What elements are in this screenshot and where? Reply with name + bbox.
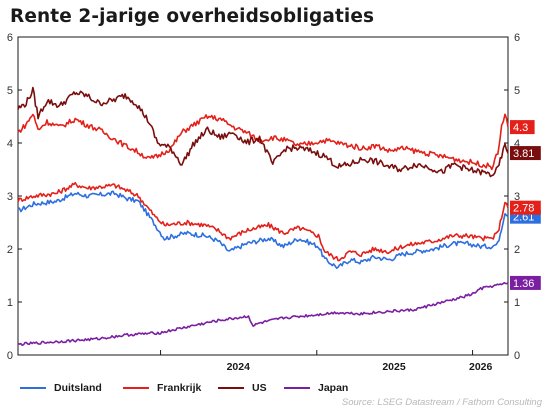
series-line-japan: [17, 281, 509, 347]
y-tick-label-left: 0: [7, 350, 13, 362]
end-label-text: 4.3: [513, 122, 528, 134]
series-line-duitsland: [17, 190, 509, 269]
y-tick-label-left: 6: [7, 32, 13, 44]
chart-title: Rente 2-jarige overheidsobligaties: [10, 6, 375, 27]
legend-swatch-japan: [284, 386, 310, 390]
y-tick-label-right: 2: [514, 244, 520, 256]
legend: Duitsland Frankrijk US Japan: [20, 381, 540, 395]
end-label-frankrijk: 2.78: [510, 200, 541, 215]
y-tick-label-left: 1: [7, 297, 13, 309]
end-label-japan: 1.36: [510, 275, 541, 290]
end-label-text: 3.81: [513, 148, 534, 160]
legend-label-japan: Japan: [318, 382, 349, 394]
y-tick-label-right: 5: [514, 85, 520, 97]
legend-swatch-frankrijk: [123, 386, 149, 390]
series-line-frankrijk: [17, 181, 509, 262]
legend-label-frankrijk: Frankrijk: [157, 382, 202, 394]
y-tick-label-right: 0: [514, 350, 520, 362]
y-tick-label-left: 5: [7, 85, 13, 97]
legend-swatch-us: [218, 386, 244, 390]
x-tick-label: 2024: [227, 361, 251, 373]
source-note: Source: LSEG Datastream / Fathom Consult…: [341, 397, 542, 408]
legend-label-duitsland: Duitsland: [54, 382, 102, 394]
end-label-text: 2.78: [513, 203, 534, 215]
end-label-box: [510, 275, 541, 290]
y-tick-label-left: 4: [7, 138, 13, 150]
y-tick-label-right: 1: [514, 297, 520, 309]
end-label-frankrijk-upper: 4.3: [510, 120, 535, 135]
x-tick-label: 2025: [382, 361, 406, 373]
series-line-frankrijk-upper: [17, 113, 509, 171]
y-tick-label-right: 6: [514, 32, 520, 44]
series-line-us: [17, 86, 509, 178]
end-label-text: 1.36: [513, 278, 534, 290]
legend-item-duitsland: Duitsland: [20, 381, 102, 395]
legend-item-us: US: [218, 381, 267, 395]
legend-swatch-duitsland: [20, 386, 46, 390]
y-tick-label-left: 3: [7, 191, 13, 203]
y-tick-label-right: 4: [514, 138, 520, 150]
end-label-text: 2.61: [513, 212, 534, 224]
line-chart: 0 0 1 1 2 2 3 3 4 4 5 5 6 6 2024 2025 2026 2.612.78 3.81 4…: [7, 32, 541, 373]
end-label-box: [510, 120, 535, 135]
y-tick-label-right: 3: [514, 191, 520, 203]
legend-item-japan: Japan: [284, 381, 348, 395]
y-tick-label-left: 2: [7, 244, 13, 256]
legend-label-us: US: [252, 382, 267, 394]
end-label-box: [510, 146, 541, 161]
end-label-box: [510, 200, 541, 215]
plot-frame: [17, 36, 509, 356]
legend-item-frankrijk: Frankrijk: [123, 381, 201, 395]
x-tick-label: 2026: [469, 361, 493, 373]
end-label-us: 3.81: [510, 146, 541, 161]
